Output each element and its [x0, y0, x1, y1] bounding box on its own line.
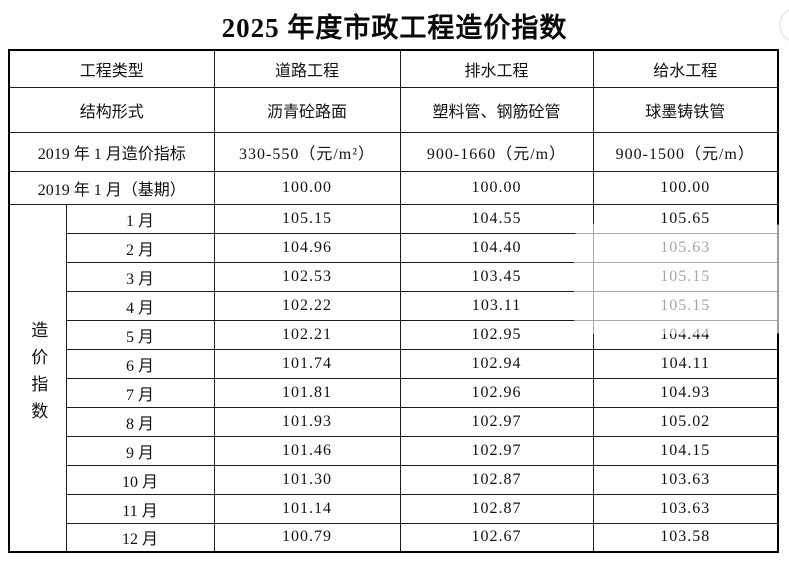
table-row: 结构形式 沥青砼路面 塑料管、钢筋砼管 球墨铸铁管 — [8, 86, 779, 133]
index-value: 105.65 — [592, 203, 779, 234]
index-value: 101.46 — [213, 435, 401, 466]
header-water-supply-engineering: 给水工程 — [592, 49, 779, 88]
month-label: 5 月 — [65, 319, 215, 350]
cost-index-table: 工程类型 道路工程 排水工程 给水工程 结构形式 沥青砼路面 塑料管、钢筋砼管 … — [8, 49, 780, 553]
table-row: 工程类型 道路工程 排水工程 给水工程 — [8, 49, 779, 88]
table-row: 4 月 102.22 103.11 105.15 — [9, 290, 779, 321]
index-value: 104.44 — [592, 319, 779, 350]
month-label: 8 月 — [65, 406, 215, 437]
index-value: 101.30 — [213, 464, 401, 495]
index-value: 103.45 — [399, 261, 594, 292]
index-value: 102.21 — [213, 319, 401, 350]
base-cost-drainage: 900-1660（元/m） — [399, 131, 594, 172]
month-label: 3 月 — [65, 261, 215, 292]
header-engineering-type-label: 工程类型 — [8, 49, 215, 88]
index-value: 101.74 — [213, 348, 401, 379]
table-row: 3 月 102.53 103.45 105.15 — [9, 261, 779, 292]
month-label: 11 月 — [65, 493, 215, 524]
index-value: 102.97 — [399, 406, 594, 437]
page-title: 2025 年度市政工程造价指数 — [221, 13, 568, 43]
index-value: 104.93 — [592, 377, 779, 408]
month-label: 4 月 — [65, 290, 215, 321]
table-row: 2019 年 1 月（基期） 100.00 100.00 100.00 — [8, 170, 779, 205]
index-value: 104.96 — [213, 232, 401, 263]
index-value: 102.97 — [399, 435, 594, 466]
cost-index-section-label: 造价指数 — [8, 203, 67, 553]
index-value: 104.11 — [592, 348, 779, 379]
index-value: 101.81 — [213, 377, 401, 408]
base-cost-road: 330-550（元/m²） — [213, 131, 401, 172]
base-cost-indicator-label: 2019 年 1 月造价指标 — [8, 131, 215, 172]
month-label: 10 月 — [65, 464, 215, 495]
index-value: 104.15 — [592, 435, 779, 466]
table-row: 造价指数 1 月 105.15 104.55 105.65 — [8, 203, 779, 553]
table-row: 8 月 101.93 102.97 105.02 — [9, 406, 779, 437]
index-value: 103.58 — [592, 522, 779, 553]
base-period-label: 2019 年 1 月（基期） — [8, 170, 215, 205]
index-value: 104.55 — [399, 203, 594, 234]
table-row: 9 月 101.46 102.97 104.15 — [9, 435, 779, 466]
table-row: 5 月 102.21 102.95 104.44 — [9, 319, 779, 350]
index-value: 101.14 — [213, 493, 401, 524]
index-value: 102.22 — [213, 290, 401, 321]
index-value: 105.63 — [592, 232, 779, 263]
index-value: 102.53 — [213, 261, 401, 292]
table-row: 12 月 100.79 102.67 103.58 — [9, 522, 779, 553]
index-value: 103.11 — [399, 290, 594, 321]
index-value: 105.15 — [213, 203, 401, 234]
month-label: 2 月 — [65, 232, 215, 263]
table-row: 2 月 104.96 104.40 105.63 — [9, 232, 779, 263]
index-value: 105.15 — [592, 261, 779, 292]
index-value: 101.93 — [213, 406, 401, 437]
structure-form-drainage: 塑料管、钢筋砼管 — [399, 86, 594, 133]
index-value: 103.63 — [592, 464, 779, 495]
index-value: 104.40 — [399, 232, 594, 263]
index-value: 102.67 — [399, 522, 594, 553]
index-value: 102.87 — [399, 464, 594, 495]
base-period-road: 100.00 — [213, 170, 401, 205]
month-label: 12 月 — [65, 522, 215, 553]
base-period-drainage: 100.00 — [399, 170, 594, 205]
month-label: 6 月 — [65, 348, 215, 379]
table-row: 6 月 101.74 102.94 104.11 — [9, 348, 779, 379]
index-value: 105.15 — [592, 290, 779, 321]
month-label: 1 月 — [65, 203, 215, 234]
structure-form-road: 沥青砼路面 — [213, 86, 401, 133]
index-value: 102.87 — [399, 493, 594, 524]
header-drainage-engineering: 排水工程 — [399, 49, 594, 88]
index-value: 102.96 — [399, 377, 594, 408]
month-label: 7 月 — [65, 377, 215, 408]
index-value: 103.63 — [592, 493, 779, 524]
table-row: 7 月 101.81 102.96 104.93 — [9, 377, 779, 408]
month-label: 9 月 — [65, 435, 215, 466]
index-value: 105.02 — [592, 406, 779, 437]
table-row: 10 月 101.30 102.87 103.63 — [9, 464, 779, 495]
header-road-engineering: 道路工程 — [213, 49, 401, 88]
cost-index-vertical-text: 造价指数 — [28, 321, 48, 430]
base-cost-water: 900-1500（元/m） — [592, 131, 779, 172]
index-value: 100.79 — [213, 522, 401, 553]
structure-form-water: 球墨铸铁管 — [592, 86, 779, 133]
table-row: 2019 年 1 月造价指标 330-550（元/m²） 900-1660（元/… — [8, 131, 779, 172]
index-value: 102.94 — [399, 348, 594, 379]
structure-form-label: 结构形式 — [8, 86, 215, 133]
index-value: 102.95 — [399, 319, 594, 350]
base-period-water: 100.00 — [592, 170, 779, 205]
table-row: 11 月 101.14 102.87 103.63 — [9, 493, 779, 524]
